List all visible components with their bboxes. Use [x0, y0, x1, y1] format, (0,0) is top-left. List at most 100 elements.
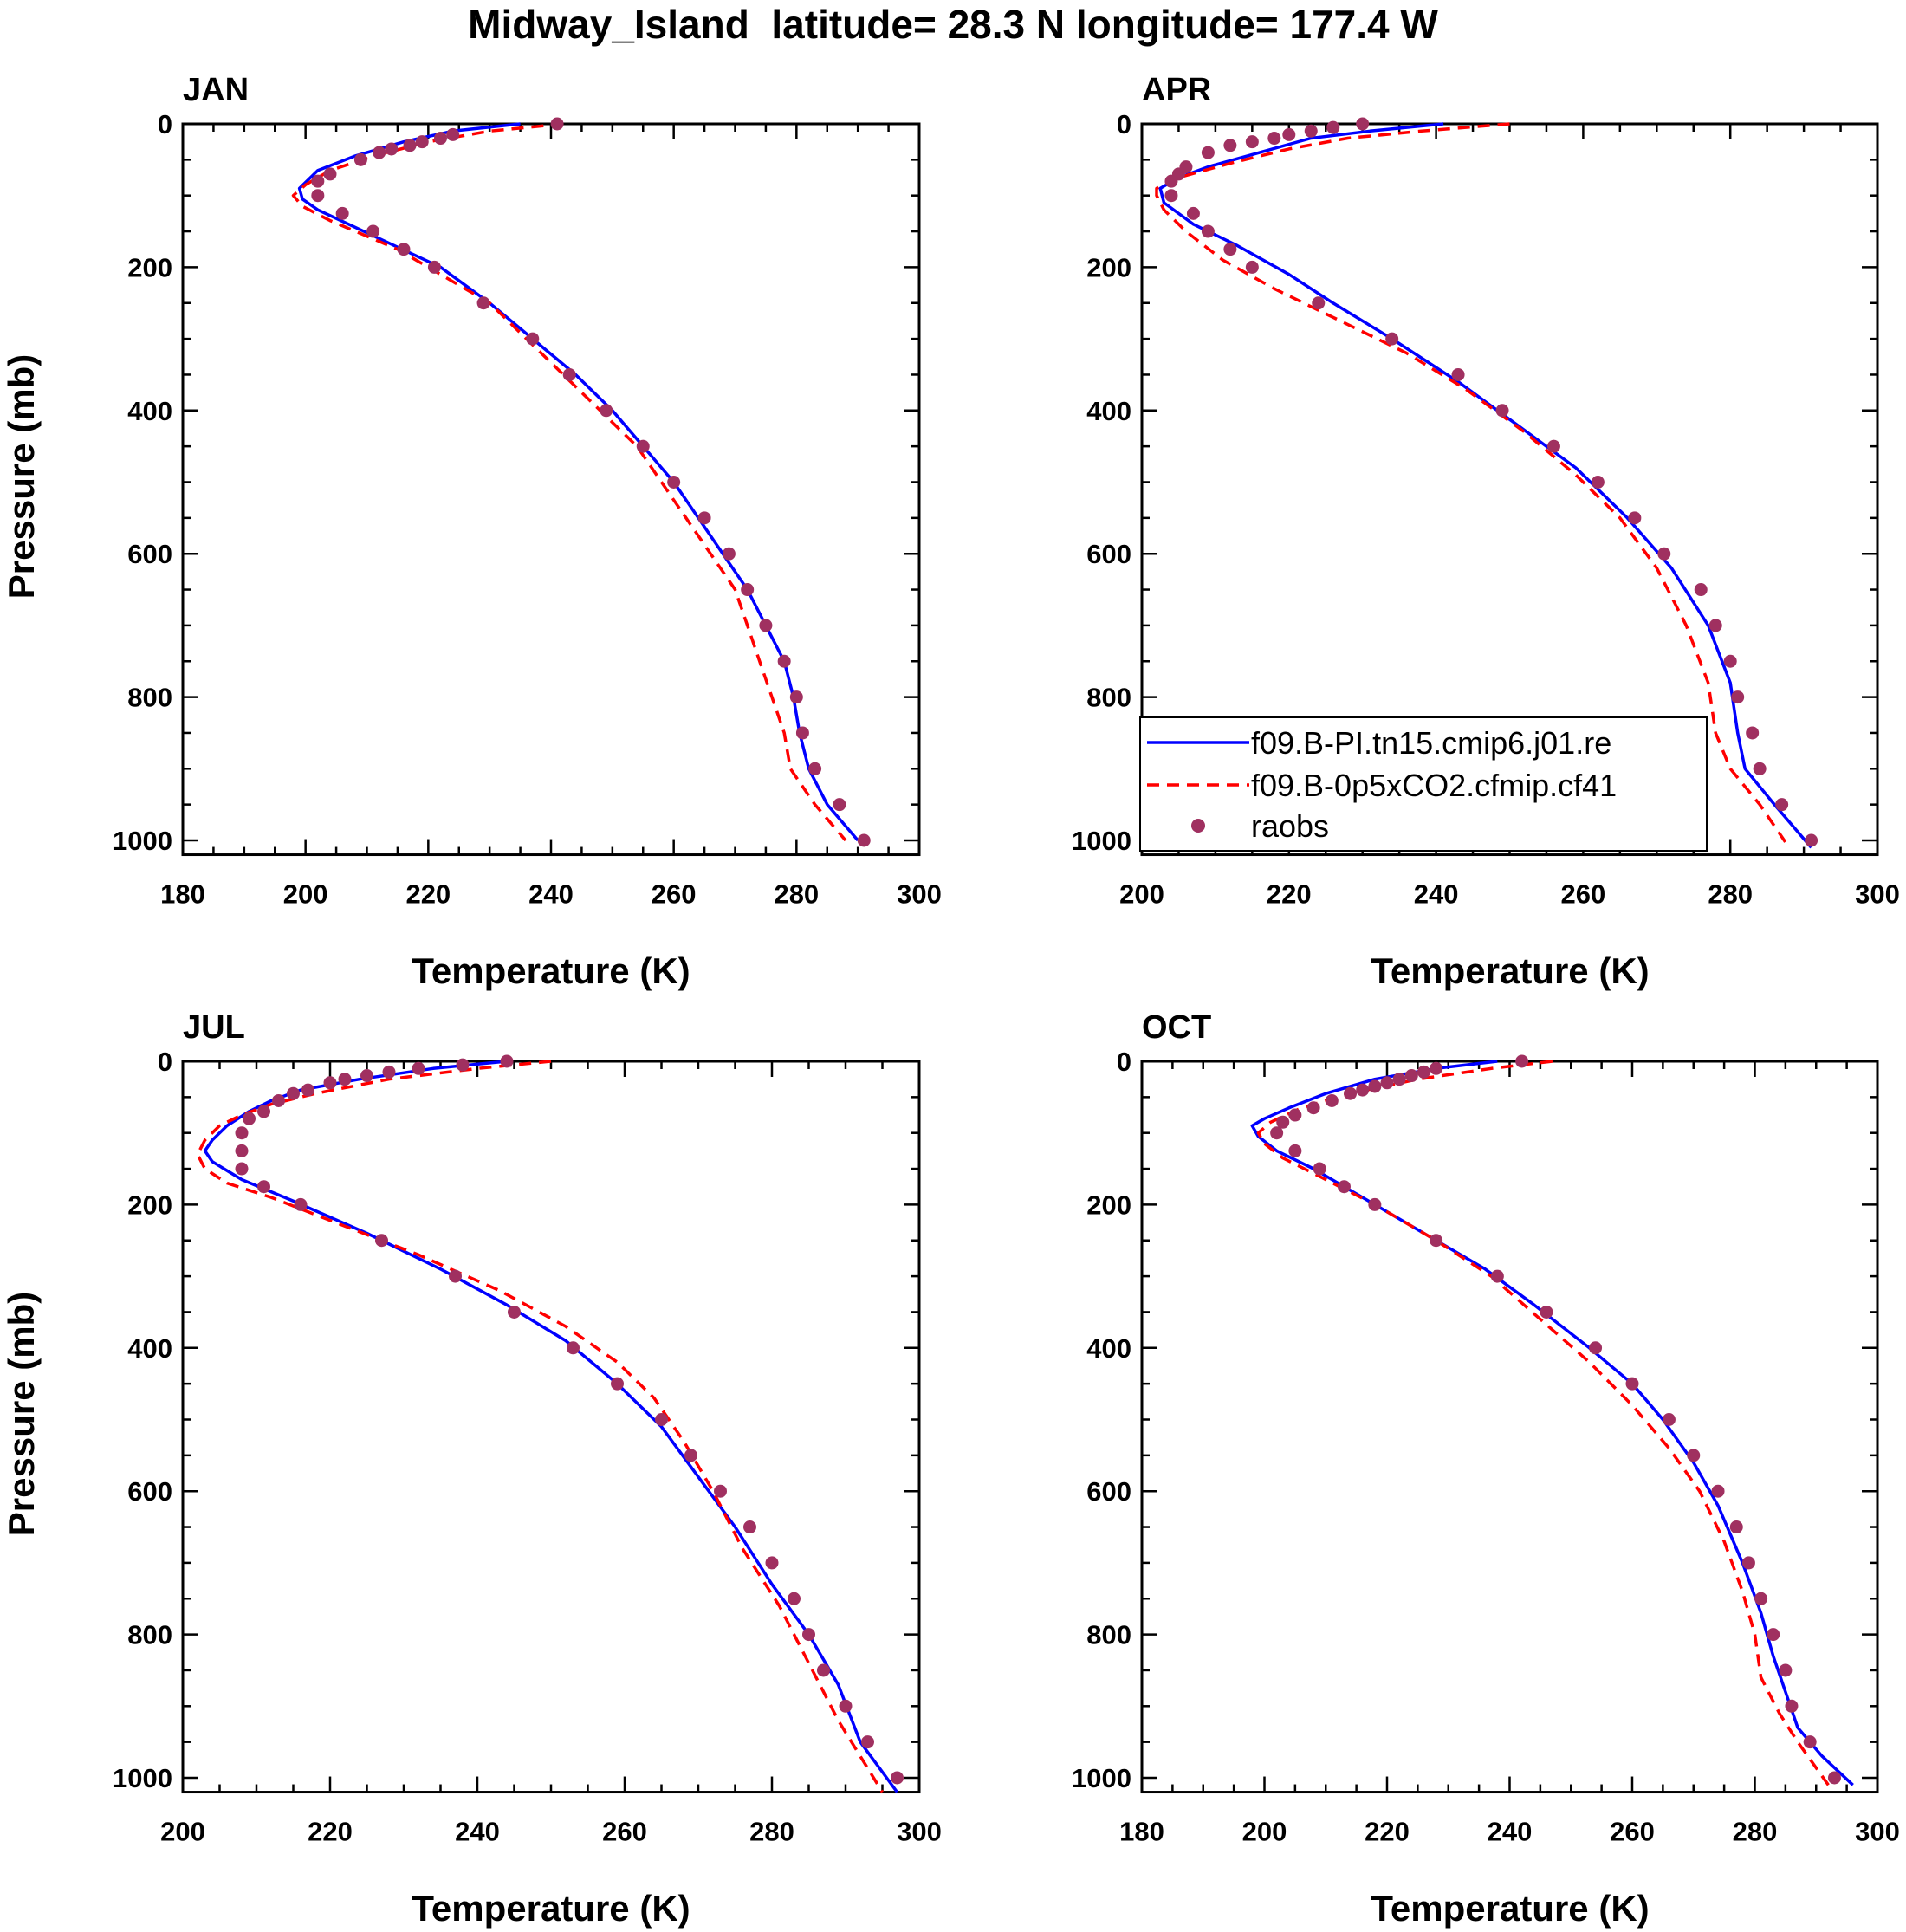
raobs-marker	[1628, 511, 1642, 525]
raobs-marker	[1201, 224, 1215, 238]
raobs-marker	[287, 1086, 300, 1100]
raobs-marker	[891, 1771, 904, 1785]
y-tick-label: 200	[127, 252, 172, 282]
x-tick-label: 220	[405, 879, 451, 910]
raobs-marker	[1779, 1663, 1793, 1677]
raobs-marker	[311, 174, 325, 188]
raobs-marker	[1380, 1076, 1394, 1090]
raobs-marker	[1326, 120, 1340, 134]
raobs-marker	[1270, 1126, 1284, 1140]
series-line-pi	[297, 122, 859, 842]
legend: f09.B-PI.tn15.cmip6.j01.re f09.B-0p5xCO2…	[1139, 716, 1708, 852]
plot-marks: 200 220 240 260 280 300 0 200 400 600 800 1000	[113, 1047, 942, 1847]
raobs-marker	[1325, 1093, 1339, 1107]
raobs-marker	[500, 1054, 514, 1068]
raobs-marker	[1711, 1484, 1725, 1498]
raobs-marker	[1591, 476, 1605, 489]
raobs-marker	[360, 1069, 373, 1083]
raobs-marker	[335, 206, 349, 220]
x-tick-label: 300	[897, 1817, 942, 1847]
raobs-marker	[1657, 547, 1671, 561]
raobs-marker	[1805, 833, 1818, 847]
y-tick-label: 1000	[113, 1763, 172, 1793]
raobs-marker	[311, 189, 325, 203]
plot-frame	[1140, 1060, 1879, 1794]
raobs-marker	[385, 142, 399, 156]
raobs-marker	[1753, 762, 1767, 775]
raobs-marker	[802, 1628, 815, 1642]
raobs-marker	[861, 1735, 874, 1749]
y-axis-label: Pressure (mb)	[1, 354, 42, 599]
raobs-marker	[366, 224, 380, 238]
raobs-marker	[1288, 1108, 1302, 1122]
y-tick-label: 600	[127, 539, 172, 569]
raobs-marker	[397, 243, 411, 256]
raobs-marker	[741, 583, 755, 597]
raobs-marker	[667, 476, 681, 489]
raobs-marker	[600, 404, 613, 418]
panel-label: JAN	[183, 72, 249, 108]
y-tick-label: 200	[1086, 1190, 1131, 1220]
raobs-marker	[611, 1377, 624, 1391]
raobs-marker	[550, 117, 564, 131]
raobs-marker	[788, 1592, 801, 1605]
raobs-marker	[759, 619, 773, 632]
panel-jan: JAN Temperature (K) Pressure (mb) 180 200…	[1, 72, 942, 991]
panel-label: JUL	[183, 1009, 245, 1046]
raobs-marker	[1245, 135, 1259, 149]
raobs-marker	[1356, 1083, 1370, 1097]
x-tick-label: 240	[455, 1817, 500, 1847]
raobs-marker	[301, 1083, 314, 1097]
raobs-marker	[684, 1449, 697, 1462]
y-tick-label: 600	[1086, 1476, 1131, 1507]
raobs-marker	[1385, 332, 1399, 346]
raobs-marker	[1276, 1115, 1290, 1129]
raobs-marker	[272, 1093, 285, 1107]
legend-marker	[1191, 819, 1205, 833]
raobs-marker	[1223, 139, 1237, 152]
raobs-marker	[808, 762, 822, 775]
panel-jul: JUL Temperature (K) Pressure (mb) 200 220…	[1, 1009, 942, 1929]
x-tick-label: 280	[1733, 1817, 1778, 1847]
raobs-marker	[456, 1058, 470, 1072]
raobs-marker	[839, 1699, 853, 1713]
raobs-marker	[375, 1234, 388, 1248]
x-tick-label: 200	[1242, 1817, 1287, 1847]
raobs-marker	[1164, 189, 1178, 203]
y-tick-label: 800	[127, 1620, 172, 1650]
x-tick-label: 200	[160, 1817, 205, 1847]
raobs-marker	[1404, 1069, 1418, 1083]
raobs-marker	[1267, 132, 1281, 146]
x-tick-label: 220	[308, 1817, 353, 1847]
raobs-marker	[857, 833, 871, 847]
x-tick-label: 260	[1610, 1817, 1655, 1847]
x-axis-label: Temperature (K)	[412, 950, 690, 991]
raobs-marker	[1223, 243, 1237, 256]
raobs-marker	[1662, 1413, 1676, 1426]
raobs-marker	[243, 1112, 256, 1125]
raobs-marker	[427, 260, 441, 274]
raobs-marker	[1368, 1079, 1382, 1093]
raobs-marker	[323, 1076, 337, 1090]
series-line-0p5xco2	[196, 1060, 884, 1793]
x-tick-label: 200	[1119, 879, 1164, 910]
raobs-marker	[1490, 1269, 1504, 1283]
y-tick-label: 0	[1117, 109, 1131, 139]
raobs-marker	[1245, 260, 1259, 274]
plot-marks: 180 200 220 240 260 280 300 0 200 400 600 800 1000	[1072, 1047, 1900, 1847]
raobs-marker	[1785, 1699, 1799, 1713]
raobs-marker	[1694, 583, 1708, 597]
y-tick-label: 0	[158, 1047, 172, 1077]
raobs-marker	[1767, 1628, 1780, 1642]
raobs-marker	[1430, 1234, 1443, 1248]
raobs-marker	[1723, 654, 1737, 668]
raobs-marker	[338, 1073, 352, 1086]
raobs-marker	[1625, 1377, 1639, 1391]
plot-marks: 180 200 220 240 260 280 300 0 200 400 600 800 1000	[113, 109, 942, 910]
raobs-marker	[415, 135, 429, 149]
x-axis-label: Temperature (K)	[1371, 1888, 1649, 1929]
x-tick-label: 260	[602, 1817, 647, 1847]
raobs-marker	[257, 1180, 270, 1194]
series-line-0p5xco2	[1155, 122, 1791, 849]
